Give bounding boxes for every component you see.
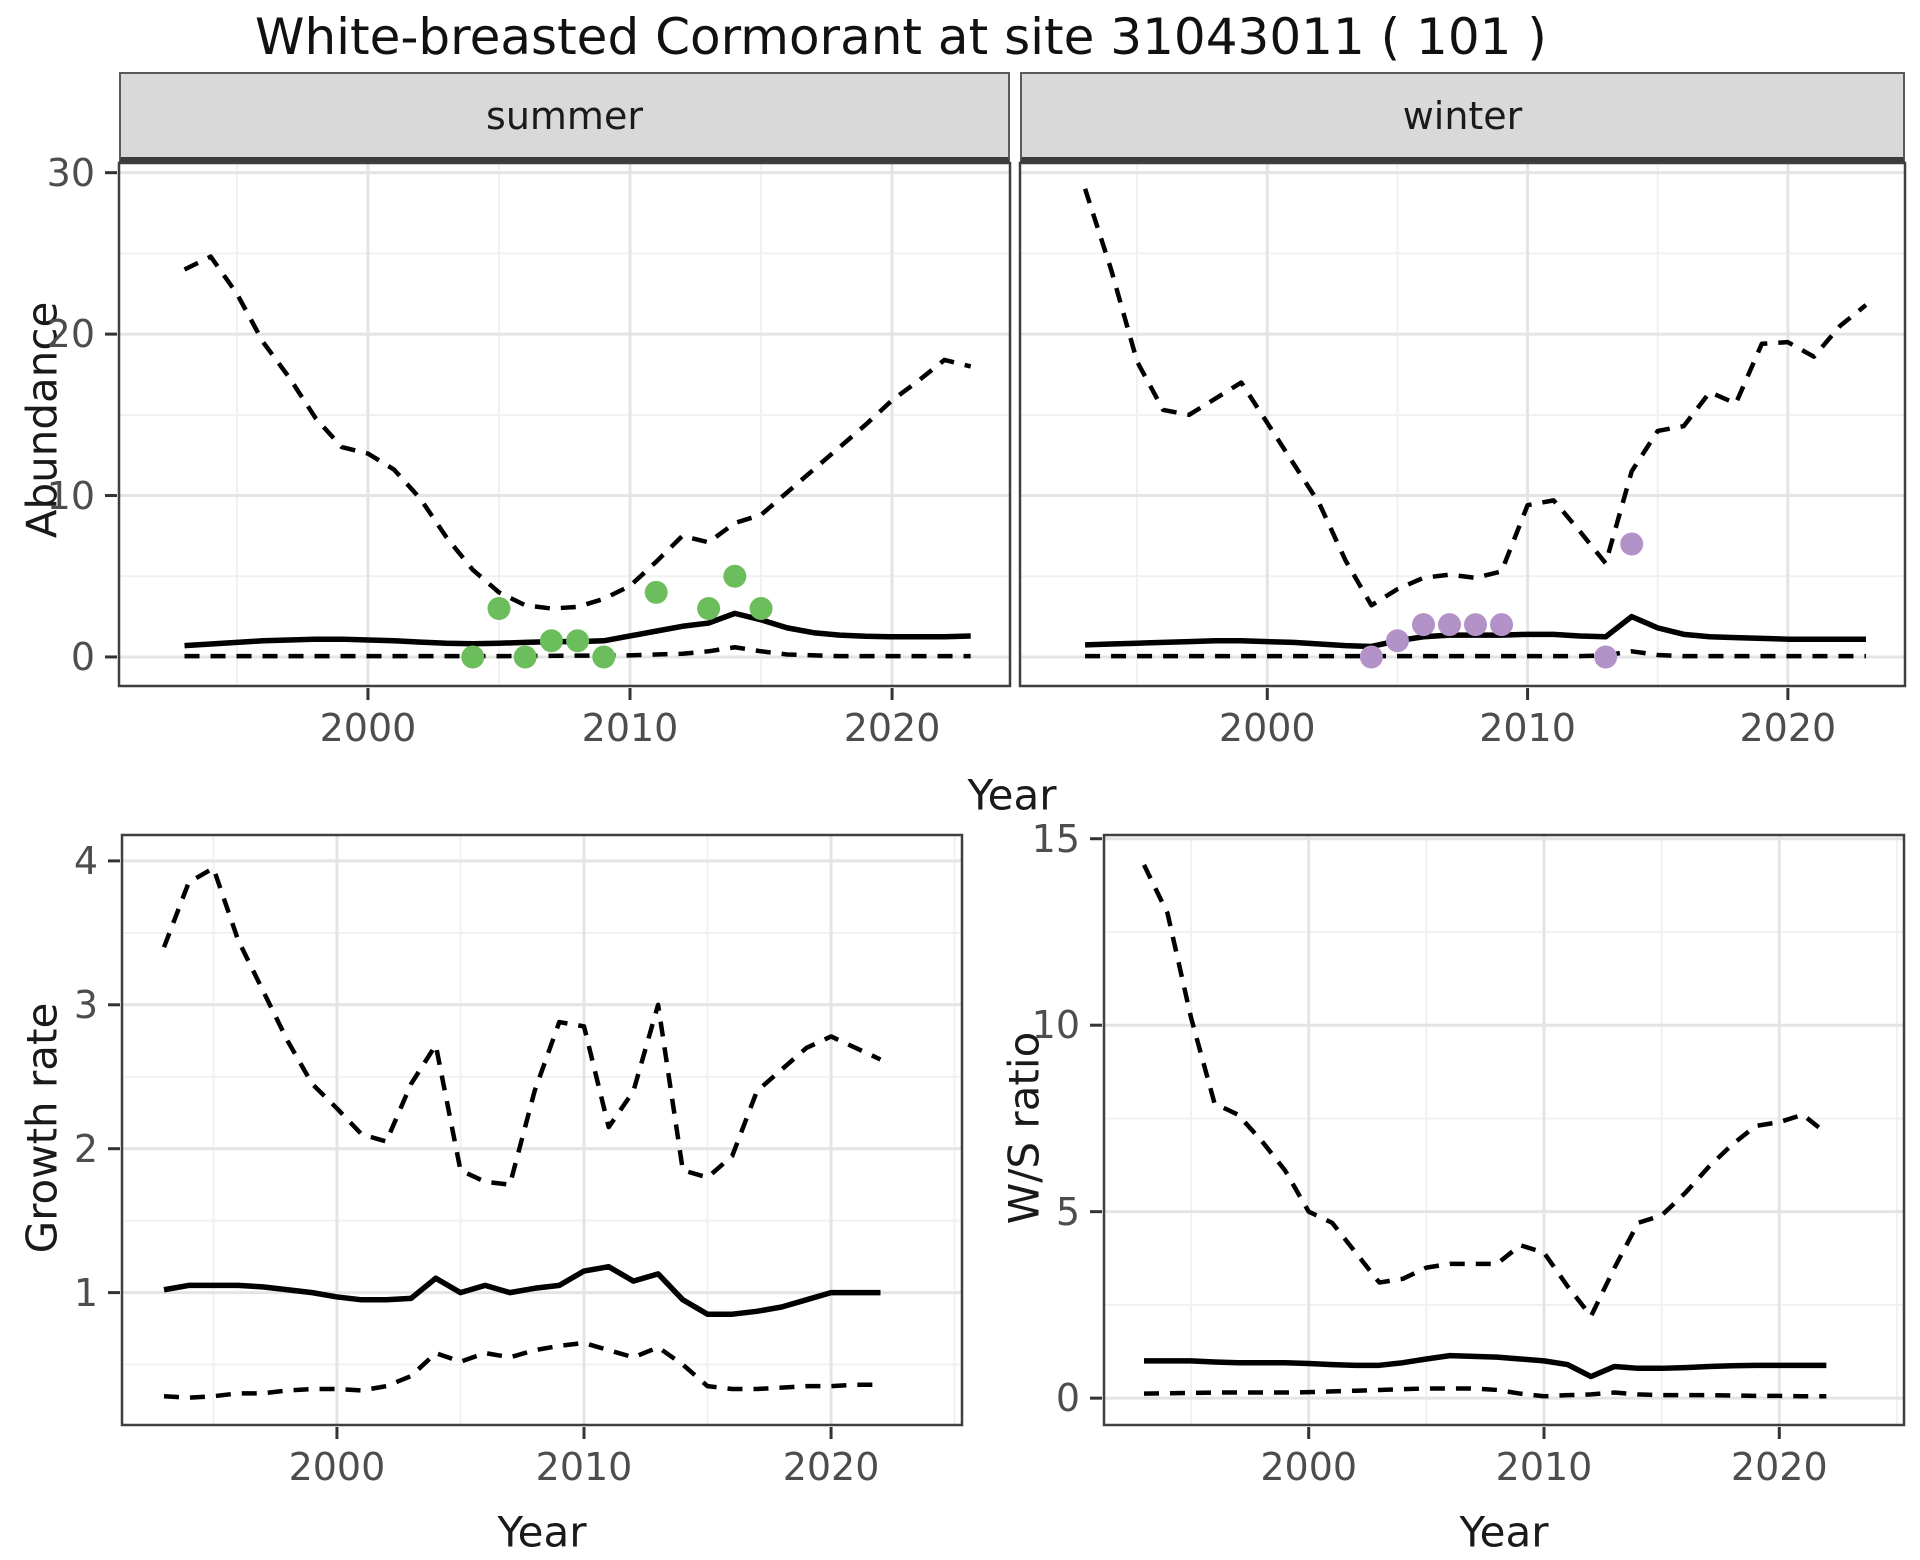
series-lower_ci-line [163,1340,881,1400]
panel-border [1102,833,1906,1427]
series-upper_ci-line [161,865,882,1187]
x-axis-label-year-growth: Year [497,1507,587,1557]
panel-abundance-summer [105,161,1012,700]
y-tick-label: 1 [73,1270,98,1315]
observation-point [566,629,590,653]
facet-strip-summer: summer [119,72,1010,163]
facet-strip-winter: winter [1020,72,1905,163]
y-tick-label: 10 [1031,1003,1080,1048]
observation-point [1594,645,1618,669]
y-tick-label: 10 [46,473,95,518]
x-axis-label-year-top: Year [967,770,1057,820]
y-tick-label: 0 [70,634,95,679]
x-tick-label: 2010 [1495,1445,1593,1489]
y-tick-label: 0 [1055,1376,1080,1421]
observation-point [592,645,616,669]
x-tick-label: 2020 [782,1445,880,1489]
y-tick-label: 2 [73,1126,98,1171]
x-tick-label: 2010 [1479,706,1576,750]
series-upper_ci-line [183,254,972,611]
series-lower_ci-line [1143,1386,1827,1399]
series-lower_ci-line [1085,649,1866,659]
y-tick-label: 15 [1031,816,1080,861]
observation-point [513,645,537,669]
observation-point [697,597,721,621]
observation-point [1411,613,1435,637]
observation-point [749,597,773,621]
facet-strip-winter-label: winter [1402,93,1523,138]
observation-point [1490,613,1514,637]
observation-point [1359,645,1383,669]
series-upper_ci-line [1082,188,1868,608]
observation-point [1464,613,1488,637]
y-tick-label: 30 [46,150,95,195]
panel-border [120,833,964,1427]
observation-point [1620,532,1644,556]
chart-title: White-breasted Cormorant at site 3104301… [255,8,1547,66]
observation-point [723,564,747,588]
y-tick-label: 5 [1055,1189,1080,1234]
x-tick-label: 2000 [1218,706,1316,750]
observation-point [644,580,668,604]
panel-border [1018,161,1907,688]
facet-strip-summer-label: summer [486,93,643,138]
panel-abundance-winter [1018,161,1907,700]
y-tick-label: 4 [73,838,98,883]
panel-growth-rate [108,833,964,1439]
y-tick-label: 20 [46,312,95,357]
x-tick-label: 2020 [1739,706,1837,750]
x-tick-label: 2010 [581,706,679,750]
series-mean-line [163,1263,881,1317]
panel-border [117,161,1012,688]
series-upper_ci-line [1141,863,1828,1319]
x-tick-label: 2000 [288,1445,386,1489]
observation-point [1385,629,1409,653]
observation-point [461,645,485,669]
x-tick-label: 2000 [1260,1445,1358,1489]
observation-point [1437,613,1461,637]
x-tick-label: 2000 [319,706,417,750]
series-lower_ci-line [184,645,971,659]
x-tick-label: 2020 [843,706,941,750]
panel-ws-ratio [1090,833,1906,1439]
observation-point [487,597,511,621]
x-axis-label-year-ws: Year [1459,1507,1549,1557]
series-mean-line [1144,1352,1827,1380]
observation-point [539,629,563,653]
y-tick-label: 3 [73,982,98,1027]
x-tick-label: 2020 [1730,1445,1828,1489]
x-tick-label: 2010 [535,1445,633,1489]
